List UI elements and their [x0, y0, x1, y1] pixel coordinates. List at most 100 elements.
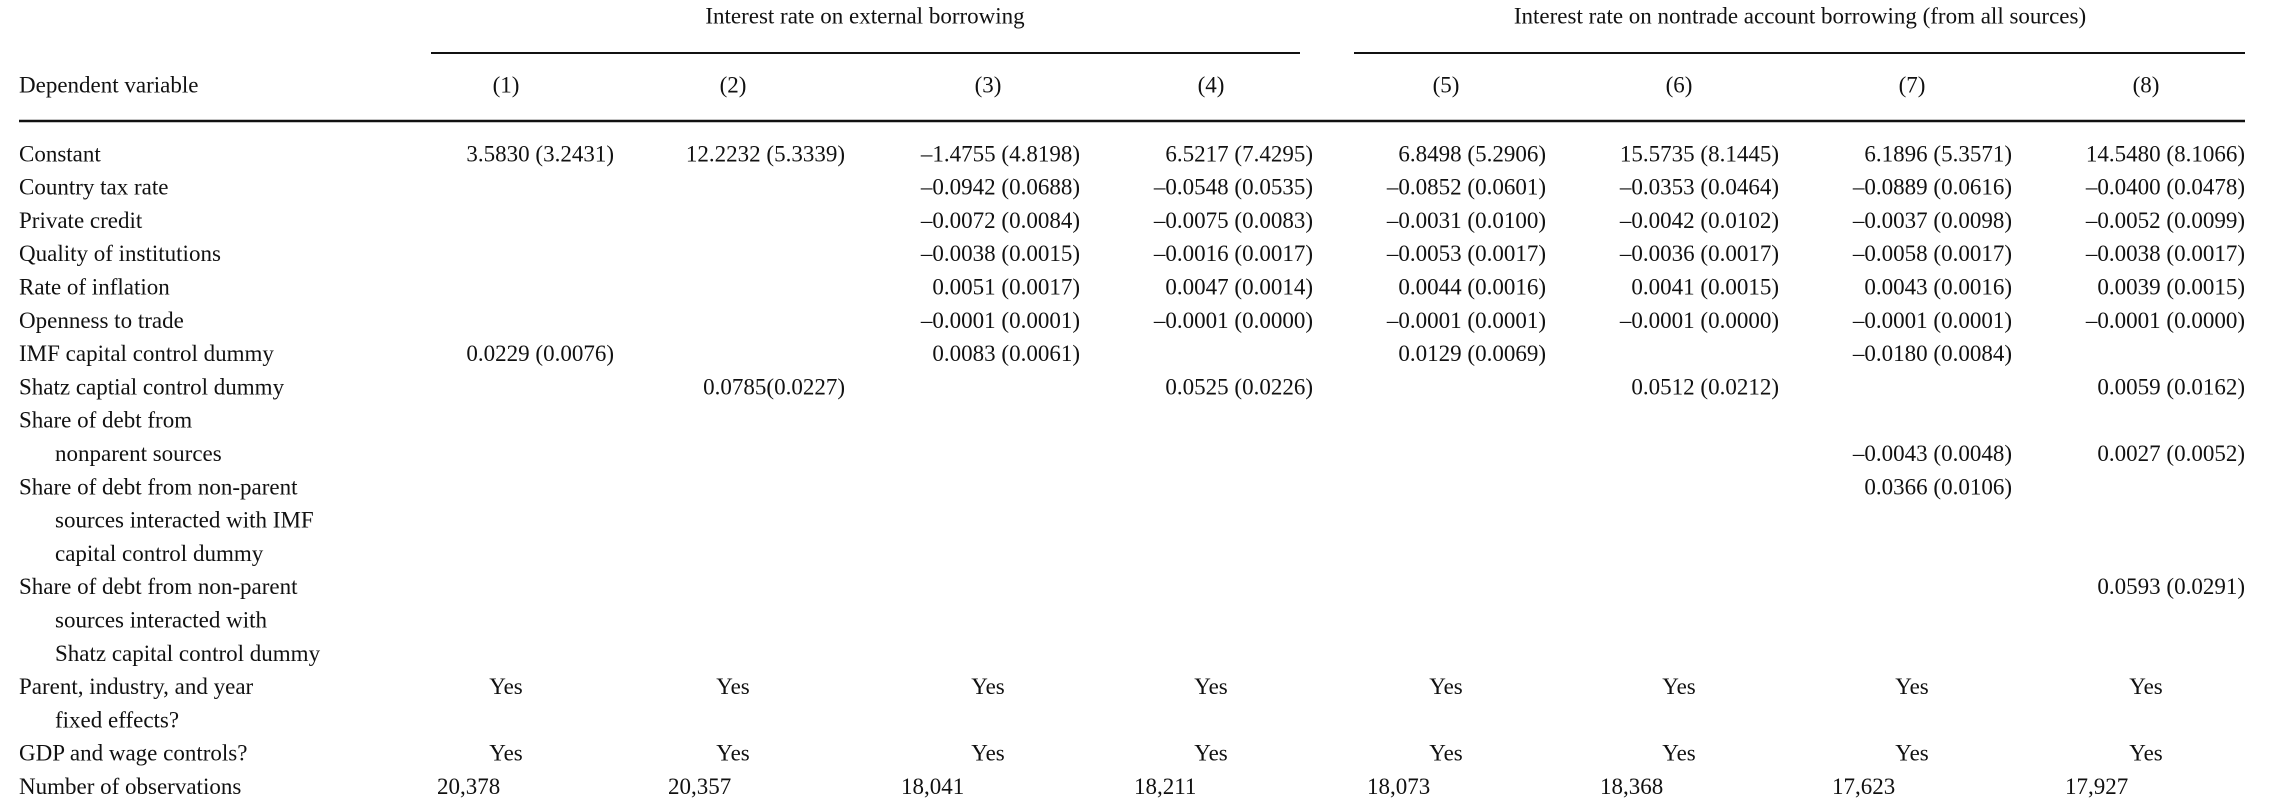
table-cell: Yes: [1895, 741, 1929, 766]
table-cell: 20,378: [437, 774, 500, 799]
table-cell: 12.2232 (5.3339): [686, 141, 845, 166]
table-cell: Yes: [489, 674, 523, 699]
table-cell: Yes: [971, 674, 1005, 699]
table-cell: –0.0042 (0.0102): [1619, 208, 1779, 233]
table-cell: 0.0593 (0.0291): [2097, 574, 2245, 599]
row-label: Country tax rate: [19, 175, 168, 200]
row-label: Share of debt from non-parent: [19, 574, 298, 599]
table-cell: Yes: [1895, 674, 1929, 699]
table-cell: 18,368: [1600, 774, 1663, 799]
table-cell: 0.0039 (0.0015): [2097, 274, 2245, 299]
table-cell: 0.0044 (0.0016): [1398, 274, 1546, 299]
table-cell: 0.0041 (0.0015): [1631, 274, 1779, 299]
column-header: (4): [1198, 72, 1225, 97]
column-header: (5): [1433, 72, 1460, 97]
table-cell: 0.0047 (0.0014): [1165, 274, 1313, 299]
table-cell: –0.0072 (0.0084): [920, 208, 1080, 233]
table-cell: Yes: [1194, 741, 1228, 766]
table-cell: 6.1896 (5.3571): [1864, 141, 2012, 166]
table-cell: –0.0058 (0.0017): [1852, 241, 2012, 266]
row-label: Share of debt from: [19, 408, 192, 433]
table-cell: –0.0053 (0.0017): [1386, 241, 1546, 266]
table-cell: –0.0031 (0.0100): [1386, 208, 1546, 233]
table-cell: 0.0027 (0.0052): [2097, 441, 2245, 466]
table-cell: –0.0075 (0.0083): [1153, 208, 1313, 233]
row-label: IMF capital control dummy: [19, 341, 274, 366]
row-label: fixed effects?: [55, 707, 179, 732]
table-cell: 0.0059 (0.0162): [2097, 374, 2245, 399]
row-label: Quality of institutions: [19, 241, 221, 266]
table-cell: Yes: [2129, 674, 2163, 699]
table-cell: –0.0001 (0.0000): [1619, 308, 1779, 333]
row-label: GDP and wage controls?: [19, 741, 247, 766]
row-label: Share of debt from non-parent: [19, 474, 298, 499]
table-cell: 0.0366 (0.0106): [1864, 474, 2012, 499]
table-cell: Yes: [1662, 674, 1696, 699]
table-cell: 0.0043 (0.0016): [1864, 274, 2012, 299]
table-cell: Yes: [1429, 674, 1463, 699]
table-cell: Yes: [1429, 741, 1463, 766]
table-cell: –0.0852 (0.0601): [1386, 175, 1546, 200]
table-cell: 0.0525 (0.0226): [1165, 374, 1313, 399]
column-header: (2): [720, 72, 747, 97]
column-header: (1): [493, 72, 520, 97]
table-cell: –0.0052 (0.0099): [2085, 208, 2245, 233]
table-cell: 14.5480 (8.1066): [2086, 141, 2245, 166]
table-cell: –0.0889 (0.0616): [1852, 175, 2012, 200]
table-cell: 3.5830 (3.2431): [466, 141, 614, 166]
row-label: Shatz captial control dummy: [19, 374, 285, 399]
table-cell: –0.0036 (0.0017): [1619, 241, 1779, 266]
column-header: (3): [975, 72, 1002, 97]
table-cell: 0.0512 (0.0212): [1631, 374, 1779, 399]
table-cell: Yes: [1194, 674, 1228, 699]
table-cell: 0.0051 (0.0017): [932, 274, 1080, 299]
row-label: Parent, industry, and year: [19, 674, 254, 699]
row-label: Private credit: [19, 208, 143, 233]
table-cell: 20,357: [668, 774, 731, 799]
table-cell: 0.0785(0.0227): [703, 374, 845, 399]
row-label: nonparent sources: [55, 441, 222, 466]
table-cell: 17,623: [1832, 774, 1895, 799]
table-cell: –0.0038 (0.0015): [920, 241, 1080, 266]
row-label: sources interacted with IMF: [55, 508, 314, 533]
group-header: Interest rate on nontrade account borrow…: [1514, 3, 2086, 28]
table-cell: –0.0180 (0.0084): [1852, 341, 2012, 366]
stub-header: Dependent variable: [19, 72, 198, 97]
table-cell: 6.5217 (7.4295): [1165, 141, 1313, 166]
table-cell: 15.5735 (8.1445): [1620, 141, 1779, 166]
row-label: Number of observations: [19, 774, 241, 799]
table-cell: –1.4755 (4.8198): [920, 141, 1080, 166]
table-cell: –0.0043 (0.0048): [1852, 441, 2012, 466]
table-cell: Yes: [489, 741, 523, 766]
table-cell: Yes: [716, 674, 750, 699]
table-cell: 0.0229 (0.0076): [466, 341, 614, 366]
table-cell: 18,041: [901, 774, 964, 799]
table-cell: 0.0129 (0.0069): [1398, 341, 1546, 366]
table-cell: Yes: [2129, 741, 2163, 766]
table-cell: 17,927: [2065, 774, 2128, 799]
row-label: Openness to trade: [19, 308, 184, 333]
row-label: Rate of inflation: [19, 274, 170, 299]
row-label: Constant: [19, 141, 101, 166]
table-cell: –0.0001 (0.0000): [2085, 308, 2245, 333]
row-label: sources interacted with: [55, 607, 268, 632]
table-cell: –0.0353 (0.0464): [1619, 175, 1779, 200]
table-cell: 18,211: [1134, 774, 1196, 799]
column-header: (7): [1899, 72, 1926, 97]
table-cell: Yes: [971, 741, 1005, 766]
table-cell: –0.0942 (0.0688): [920, 175, 1080, 200]
table-cell: –0.0400 (0.0478): [2085, 175, 2245, 200]
table-cell: 0.0083 (0.0061): [932, 341, 1080, 366]
table-cell: –0.0016 (0.0017): [1153, 241, 1313, 266]
table-cell: –0.0038 (0.0017): [2085, 241, 2245, 266]
column-header: (8): [2133, 72, 2160, 97]
table-cell: –0.0037 (0.0098): [1852, 208, 2012, 233]
table-cell: –0.0548 (0.0535): [1153, 175, 1313, 200]
table-cell: Yes: [716, 741, 750, 766]
table-cell: –0.0001 (0.0001): [1852, 308, 2012, 333]
table-cell: –0.0001 (0.0001): [920, 308, 1080, 333]
row-label: Shatz capital control dummy: [55, 641, 321, 666]
table-cell: –0.0001 (0.0001): [1386, 308, 1546, 333]
